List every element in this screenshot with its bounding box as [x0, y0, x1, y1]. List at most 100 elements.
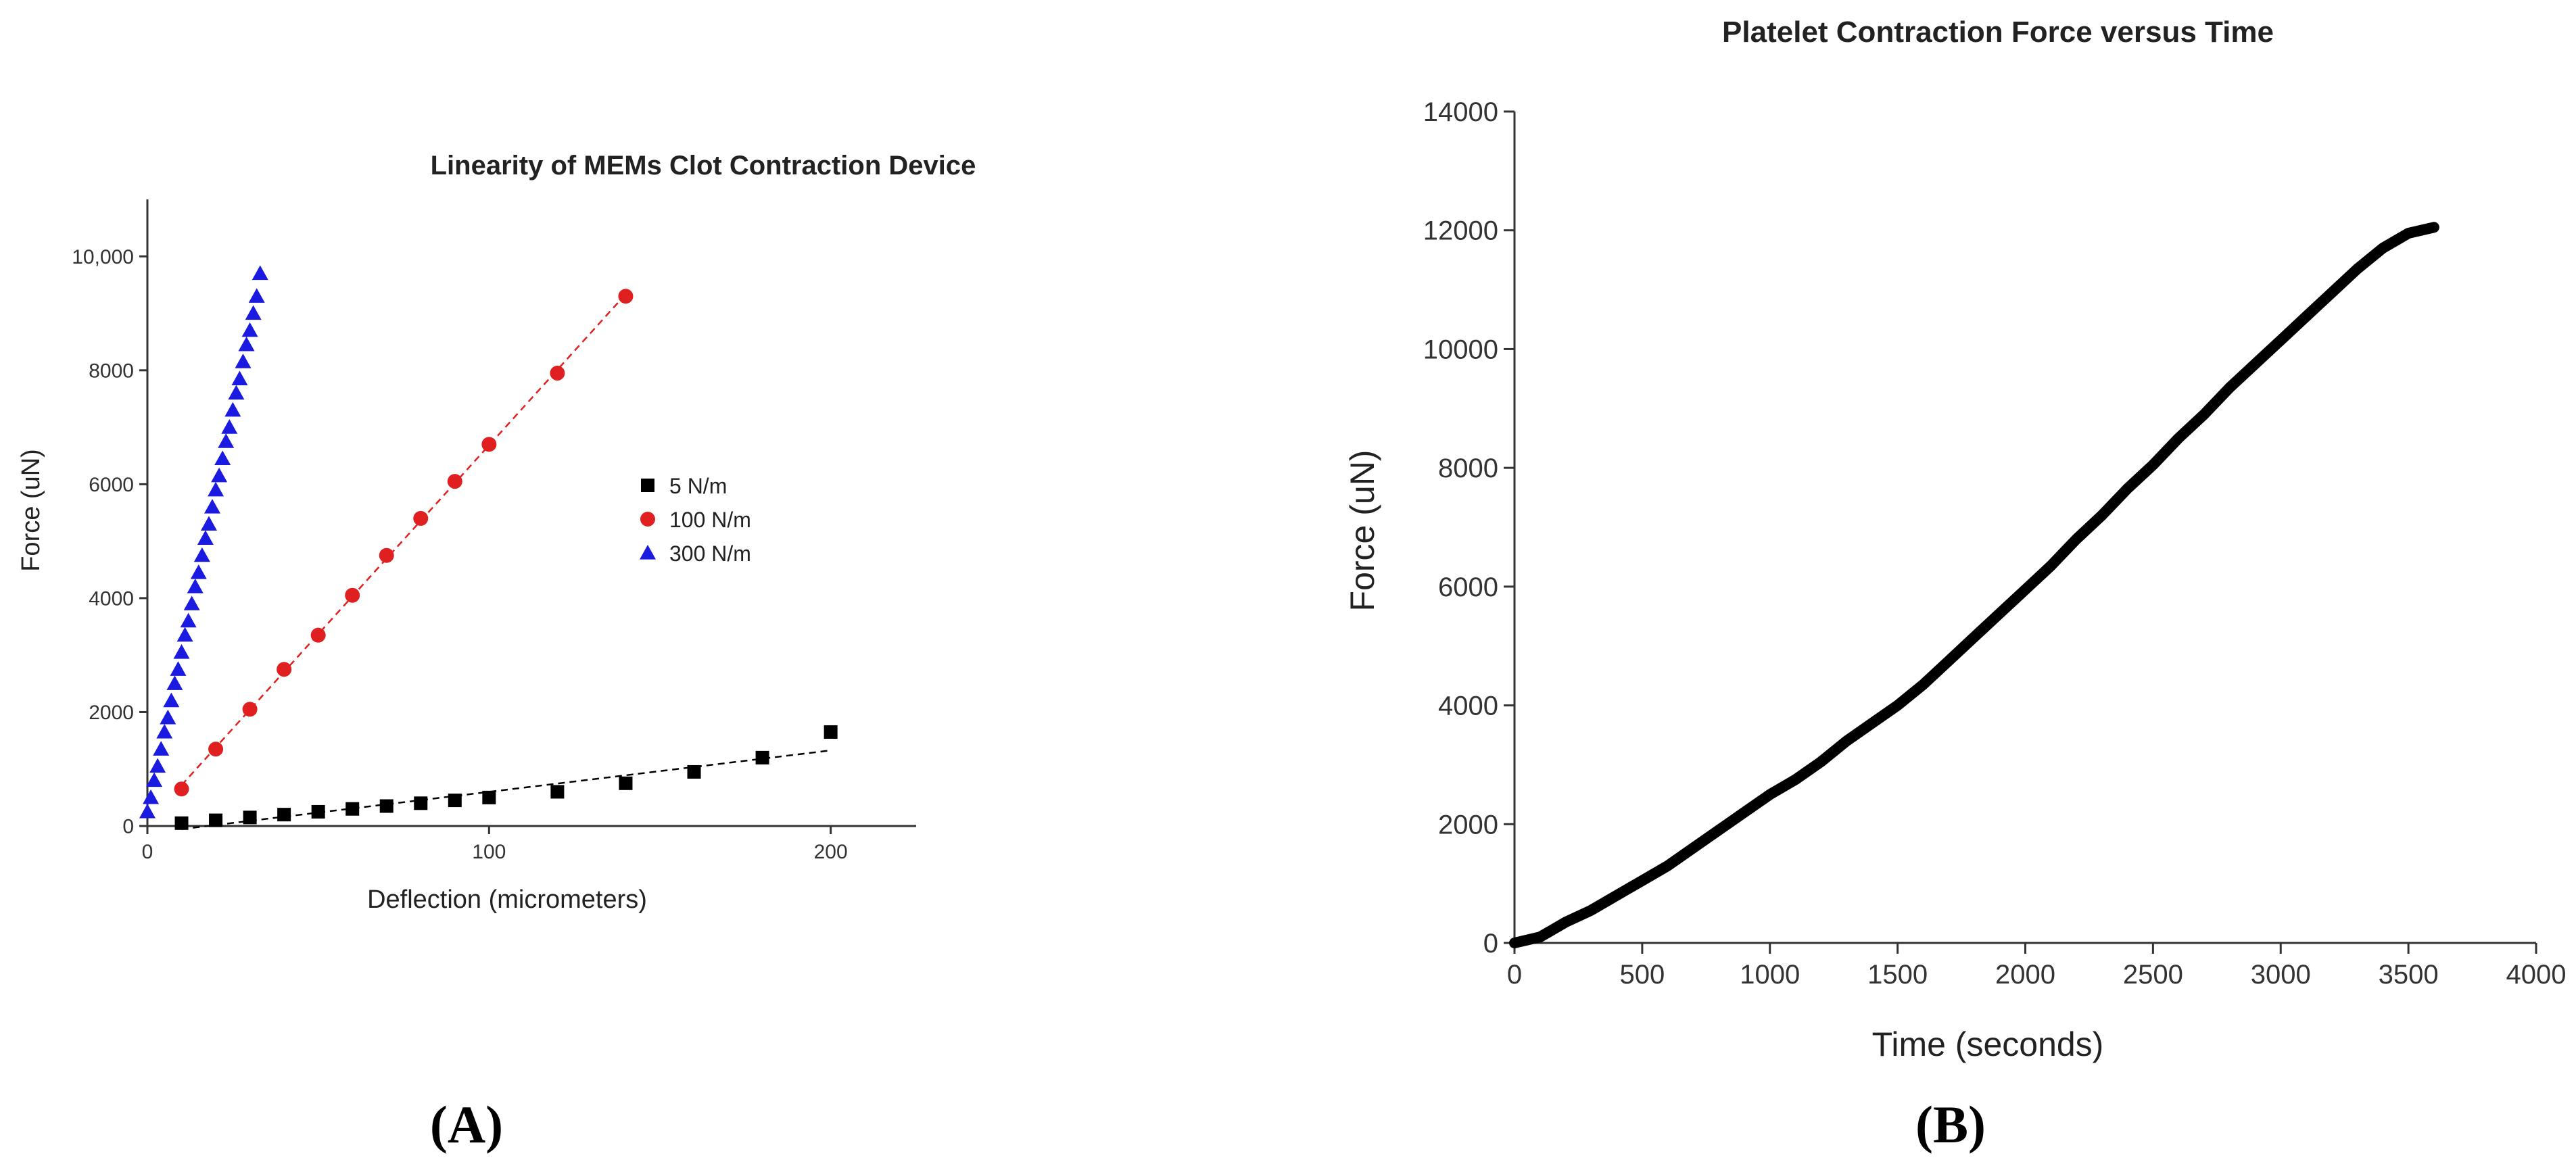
- chart-a-y-tick-label: 0: [122, 816, 134, 838]
- series-2-point: [187, 579, 204, 593]
- series-2-point: [238, 336, 255, 351]
- chart-a-title: Linearity of MEMs Clot Contraction Devic…: [431, 151, 976, 180]
- chart-a-y-axis-label: Force (uN): [17, 449, 45, 572]
- series-2-point: [197, 530, 214, 545]
- chart-b-y-tick-label: 0: [1483, 929, 1498, 958]
- series-2-point: [228, 385, 245, 400]
- legend-label-0: 5 N/m: [669, 474, 727, 498]
- chart-b-y-tick-label: 2000: [1438, 810, 1498, 840]
- series-0-point: [755, 750, 769, 764]
- chart-a-legend: 5 N/m 100 N/m 300 N/m: [640, 474, 751, 566]
- series-2-point: [160, 709, 176, 725]
- series-2-point: [235, 354, 252, 368]
- series-2-point: [190, 564, 207, 579]
- series-1-point: [208, 742, 224, 757]
- series-1-point: [277, 662, 292, 677]
- series-2-point: [180, 612, 197, 628]
- chart-b-y-axis-label: Force (uN): [1343, 450, 1381, 612]
- chart-b-line: [1509, 222, 2439, 948]
- series-2-point: [176, 627, 193, 642]
- series-1-point: [345, 587, 360, 603]
- series-2-point: [173, 643, 190, 659]
- chart-a-x-tick-label: 100: [472, 841, 506, 863]
- legend-marker-1: [640, 512, 655, 527]
- series-0-point: [619, 776, 633, 790]
- series-1-point: [481, 437, 497, 452]
- series-2-point: [204, 499, 221, 514]
- chart-b-x-tick-label: 500: [1620, 960, 1665, 990]
- series-1-point: [379, 548, 394, 563]
- chart-a-y-tick-label: 6000: [89, 474, 134, 496]
- series-0-point: [414, 796, 428, 810]
- series-1-point: [618, 289, 634, 304]
- series-2-point: [252, 265, 268, 281]
- series-2-point: [156, 723, 173, 739]
- legend-label-2: 300 N/m: [669, 541, 751, 566]
- chart-a-x-tick-label: 200: [814, 841, 848, 863]
- chart-b-y-tick-label: 12000: [1423, 216, 1498, 246]
- series-0-point: [277, 808, 291, 822]
- series-0-point: [550, 785, 565, 799]
- chart-b-y-tick-label: 8000: [1438, 454, 1498, 483]
- panel-a: Linearity of MEMs Clot Contraction Devic…: [17, 151, 976, 1154]
- series-2-point: [214, 450, 231, 466]
- series-0-point: [311, 804, 325, 819]
- chart-a-x-tick-label: 0: [142, 841, 153, 863]
- chart-a-points: [139, 265, 838, 830]
- series-1-point: [242, 702, 258, 717]
- chart-b-x-axis-label: Time (seconds): [1872, 1025, 2104, 1063]
- chart-b-x-tick-label: 2500: [2123, 960, 2183, 990]
- series-2-point: [153, 741, 170, 756]
- series-2-point: [231, 370, 248, 386]
- series-2-point: [143, 789, 160, 804]
- chart-b-x-tick-label: 3000: [2251, 960, 2311, 990]
- chart-b-x-tick-label: 0: [1507, 960, 1522, 990]
- series-1-point: [447, 474, 462, 489]
- chart-b-x-tick-label: 3500: [2379, 960, 2439, 990]
- series-0-point: [345, 802, 360, 816]
- legend-marker-2: [640, 545, 656, 560]
- chart-b-x-tick-label: 2000: [1995, 960, 2055, 990]
- series-0-point: [209, 813, 223, 827]
- chart-b-x-tick-label: 1000: [1740, 960, 1800, 990]
- series-2-point: [139, 803, 156, 819]
- series-1-point: [550, 366, 565, 381]
- series-0-line: [1509, 222, 2439, 948]
- series-2-point: [149, 758, 166, 773]
- series-0-point: [174, 816, 189, 830]
- chart-a-y-tick-label: 4000: [89, 587, 134, 610]
- series-0-point: [482, 790, 496, 804]
- series-2-point: [166, 675, 183, 690]
- series-0-point: [448, 794, 462, 808]
- series-2-point: [170, 661, 187, 676]
- chart-b-ticks: 0 500 1000 1500 2000 2500 3000 3500 4000 0 2000 400…: [1423, 97, 2567, 990]
- series-2-point: [245, 305, 262, 320]
- series-2-point: [248, 288, 265, 303]
- series-2-point: [146, 772, 163, 787]
- chart-b-axes: [1513, 112, 2536, 944]
- chart-b-y-tick-label: 4000: [1438, 691, 1498, 721]
- series-1-point: [174, 781, 189, 797]
- panel-a-label: (A): [430, 1095, 503, 1154]
- series-2-point: [241, 322, 258, 337]
- panel-b: Platelet Contraction Force versus Time 0…: [1343, 16, 2566, 1154]
- chart-a-x-axis-label: Deflection (micrometers): [367, 885, 647, 914]
- series-2-point: [224, 402, 241, 417]
- chart-a-axes: [146, 199, 916, 827]
- legend-marker-0: [641, 479, 654, 492]
- series-2-point: [163, 692, 180, 708]
- chart-b-y-tick-label: 10000: [1423, 335, 1498, 364]
- series-2-point: [193, 547, 210, 562]
- series-0-point: [687, 764, 701, 779]
- series-0-point: [379, 799, 393, 813]
- chart-a-y-tick-label: 10,000: [72, 246, 134, 268]
- series-1-point: [310, 627, 326, 643]
- series-1-point: [413, 510, 429, 526]
- legend-label-1: 100 N/m: [669, 508, 751, 532]
- series-2-point: [218, 433, 235, 448]
- series-0-point: [243, 810, 257, 825]
- series-2-point: [211, 467, 228, 483]
- chart-b-y-tick-label: 6000: [1438, 573, 1498, 602]
- series-2-point: [200, 516, 217, 531]
